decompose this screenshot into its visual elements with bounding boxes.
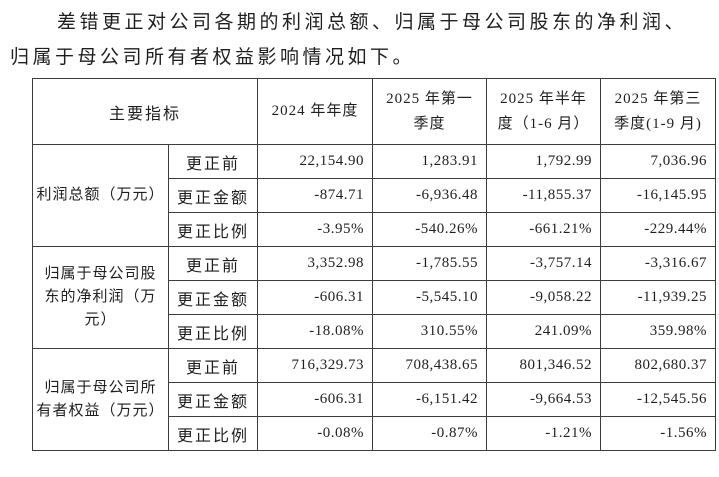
header-period-2025q1: 2025 年第一 季度 xyxy=(372,78,488,145)
value-cell: 1,283.91 xyxy=(372,144,488,179)
value-cell: 708,438.65 xyxy=(372,348,488,383)
value-cell: -9,664.53 xyxy=(486,382,602,417)
table-row: 更正比例 -18.08% 310.55% 241.09% 359.98% xyxy=(33,314,717,349)
value-cell: 7,036.96 xyxy=(600,144,717,179)
value-cell: -18.08% xyxy=(257,314,374,349)
value-cell: -874.71 xyxy=(257,178,374,213)
header-main-indicator: 主要指标 xyxy=(31,78,259,145)
table-row: 更正比例 -3.95% -540.26% -661.21% -229.44% xyxy=(33,212,717,247)
group-label-total-profit: 利润总额（万元） xyxy=(32,144,169,247)
table-header-row: 主要指标 2024 年年度 2025 年第一 季度 2025 年半年 度（1-6… xyxy=(31,78,717,145)
row-label-cell: 更正比例 xyxy=(167,314,259,349)
value-cell: -229.44% xyxy=(600,212,717,247)
value-cell: -6,936.48 xyxy=(372,178,488,213)
group-label-net-profit: 归属于母公司股 东的净利润（万 元） xyxy=(32,246,169,349)
value-cell: 3,352.98 xyxy=(257,246,374,281)
table-row: 更正金额 -606.31 -6,151.42 -9,664.53 -12,545… xyxy=(33,382,717,417)
value-cell: 359.98% xyxy=(600,314,717,349)
value-cell: -11,855.37 xyxy=(486,178,602,213)
correction-impact-table: 主要指标 2024 年年度 2025 年第一 季度 2025 年半年 度（1-6… xyxy=(31,78,717,451)
value-cell: -16,145.95 xyxy=(600,178,717,213)
table-row: 归属于母公司股 东的净利润（万 元） 更正前 3,352.98 -1,785.5… xyxy=(32,246,717,349)
table-row: 更正比例 -0.08% -0.87% -1.21% -1.56% xyxy=(33,416,717,451)
value-cell: -9,058.22 xyxy=(486,280,602,315)
value-cell: -606.31 xyxy=(257,280,374,315)
row-label-cell: 更正金额 xyxy=(167,178,259,213)
row-label-cell: 更正前 xyxy=(167,144,259,179)
value-cell: -0.87% xyxy=(372,416,488,451)
value-cell: 310.55% xyxy=(372,314,488,349)
value-cell: -0.08% xyxy=(257,416,374,451)
table-row: 更正金额 -874.71 -6,936.48 -11,855.37 -16,14… xyxy=(33,178,717,213)
row-label-cell: 更正金额 xyxy=(167,382,259,417)
value-cell: -3.95% xyxy=(257,212,374,247)
intro-paragraph: 差错更正对公司各期的利润总额、归属于母公司股东的净利润、 归属于母公司所有者权益… xyxy=(10,12,688,68)
value-cell: 241.09% xyxy=(486,314,602,349)
table-row: 归属于母公司所 有者权益（万元） 更正前 716,329.73 708,438.… xyxy=(32,348,717,451)
value-cell: -5,545.10 xyxy=(372,280,488,315)
value-cell: -3,316.67 xyxy=(600,246,717,281)
row-label-cell: 更正前 xyxy=(167,246,259,281)
value-cell: -1.56% xyxy=(600,416,717,451)
header-period-2025q3: 2025 年第三 季度(1-9 月) xyxy=(600,78,717,145)
table-row: 更正金额 -606.31 -5,545.10 -9,058.22 -11,939… xyxy=(33,280,717,315)
value-cell: -540.26% xyxy=(372,212,488,247)
row-label-cell: 更正比例 xyxy=(167,416,259,451)
value-cell: 802,680.37 xyxy=(600,348,717,383)
value-cell: -606.31 xyxy=(257,382,374,417)
value-cell: 801,346.52 xyxy=(486,348,602,383)
value-cell: -1.21% xyxy=(486,416,602,451)
value-cell: -661.21% xyxy=(486,212,602,247)
group-label-owners-equity: 归属于母公司所 有者权益（万元） xyxy=(32,348,169,451)
table-row: 利润总额（万元） 更正前 22,154.90 1,283.91 1,792.99… xyxy=(32,144,717,247)
value-cell: -12,545.56 xyxy=(600,382,717,417)
value-cell: -3,757.14 xyxy=(486,246,602,281)
value-cell: 716,329.73 xyxy=(257,348,374,383)
header-period-2025h1: 2025 年半年 度（1-6 月） xyxy=(486,78,602,145)
value-cell: 1,792.99 xyxy=(486,144,602,179)
row-label-cell: 更正前 xyxy=(167,348,259,383)
row-label-cell: 更正金额 xyxy=(167,280,259,315)
header-period-2024: 2024 年年度 xyxy=(257,78,374,145)
value-cell: -1,785.55 xyxy=(372,246,488,281)
value-cell: 22,154.90 xyxy=(257,144,374,179)
row-label-cell: 更正比例 xyxy=(167,212,259,247)
value-cell: -11,939.25 xyxy=(600,280,717,315)
value-cell: -6,151.42 xyxy=(372,382,488,417)
